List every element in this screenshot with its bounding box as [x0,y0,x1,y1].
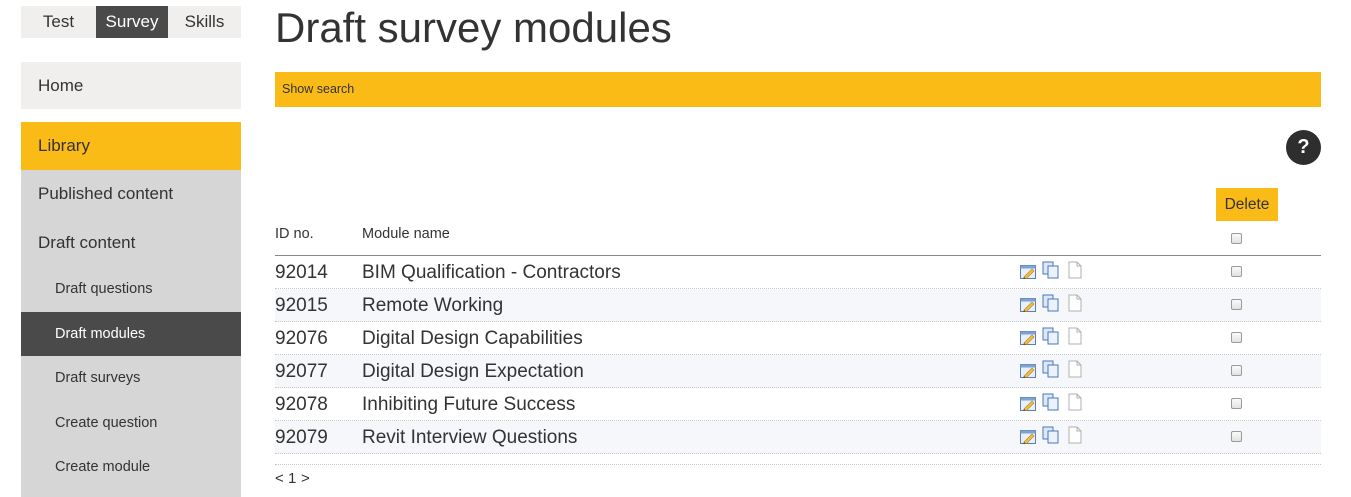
show-search-toggle[interactable]: Show search [282,82,355,96]
tab-skills[interactable]: Skills [184,12,225,31]
row-actions [1020,360,1082,380]
search-bar: Show search [275,72,1321,107]
module-id: 92076 [275,328,328,349]
module-name-link[interactable]: BIM Qualification - Contractors [362,262,621,283]
edit-icon[interactable] [1020,331,1036,346]
document-icon[interactable] [1068,327,1082,345]
edit-icon[interactable] [1020,397,1036,412]
page-number-link[interactable]: 1 [288,470,297,487]
sidebar-item-create-module[interactable]: Create module [55,459,151,475]
row-checkbox[interactable] [1231,431,1242,442]
row-actions [1020,426,1082,446]
sidebar-item-create-question[interactable]: Create question [55,415,158,431]
sidebar-library-panel: Library Published content Draft content … [21,122,241,497]
sidebar-item-home[interactable]: Home [21,62,241,109]
sidebar-item-published-content[interactable]: Published content [38,184,174,203]
row-checkbox[interactable] [1231,266,1242,277]
module-id: 92015 [275,295,328,316]
edit-icon[interactable] [1020,364,1036,379]
copy-icon[interactable] [1042,393,1060,411]
table-row: 92077 Digital Design Expectation [275,355,1321,388]
sidebar-item-draft-surveys[interactable]: Draft surveys [55,370,141,386]
row-checkbox[interactable] [1231,299,1242,310]
pagination: < 1 > [275,464,1321,487]
row-actions [1020,261,1082,281]
question-icon[interactable]: ? [1286,130,1321,165]
document-icon[interactable] [1068,360,1082,378]
module-name-link[interactable]: Remote Working [362,295,504,316]
module-name-link[interactable]: Digital Design Capabilities [362,328,583,349]
table-row: 92076 Digital Design Capabilities [275,322,1321,355]
table-row: 92014 BIM Qualification - Contractors [275,256,1321,289]
next-page-link[interactable]: > [301,470,310,487]
edit-icon[interactable] [1020,265,1036,280]
document-icon[interactable] [1068,261,1082,279]
header-divider [275,255,1321,256]
copy-icon[interactable] [1042,261,1060,279]
sidebar-item-draft-content[interactable]: Draft content [38,233,136,252]
table-row: 92079 Revit Interview Questions [275,421,1321,454]
edit-icon[interactable] [1020,430,1036,445]
copy-icon[interactable] [1042,294,1060,312]
row-actions [1020,294,1082,314]
select-all-checkbox[interactable] [1231,233,1242,244]
modules-table: 92014 BIM Qualification - Contractors 9201… [275,256,1321,454]
module-id: 92079 [275,427,328,448]
page-title: Draft survey modules [275,4,672,51]
sidebar-item-draft-questions[interactable]: Draft questions [55,281,153,297]
column-header-module-name: Module name [362,226,450,242]
row-actions [1020,327,1082,347]
document-icon[interactable] [1068,393,1082,411]
row-actions [1020,393,1082,413]
row-checkbox[interactable] [1231,365,1242,376]
module-id: 92078 [275,394,328,415]
copy-icon[interactable] [1042,360,1060,378]
copy-icon[interactable] [1042,426,1060,444]
tab-test[interactable]: Test [42,12,75,31]
prev-page-link[interactable]: < [275,470,284,487]
row-checkbox[interactable] [1231,332,1242,343]
document-icon[interactable] [1068,426,1082,444]
sidebar-item-draft-modules[interactable]: Draft modules [21,312,241,356]
row-checkbox[interactable] [1231,398,1242,409]
copy-icon[interactable] [1042,327,1060,345]
module-name-link[interactable]: Digital Design Expectation [362,361,584,382]
delete-button[interactable]: Delete [1216,188,1278,221]
column-header-id: ID no. [275,226,314,242]
table-row: 92015 Remote Working [275,289,1321,322]
table-row: 92078 Inhibiting Future Success [275,388,1321,421]
document-icon[interactable] [1068,294,1082,312]
module-id: 92077 [275,361,328,382]
edit-icon[interactable] [1020,298,1036,313]
sidebar-item-library[interactable]: Library [21,122,241,170]
module-name-link[interactable]: Revit Interview Questions [362,427,578,448]
tab-survey[interactable]: Survey [96,6,168,38]
product-tabs: Test Survey Skills [21,6,241,38]
module-name-link[interactable]: Inhibiting Future Success [362,394,576,415]
module-id: 92014 [275,262,328,283]
